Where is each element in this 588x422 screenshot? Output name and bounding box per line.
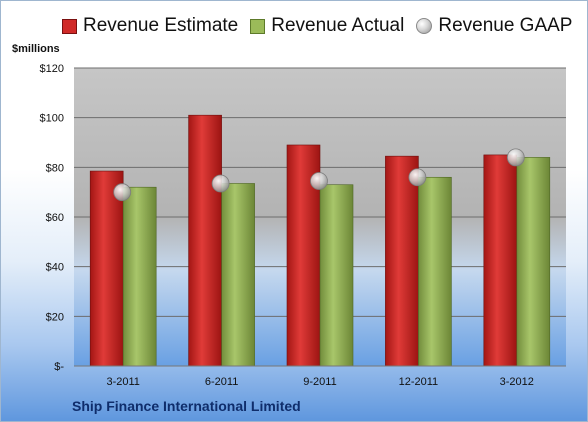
gaap-markers xyxy=(113,148,525,202)
y-tick-label: $- xyxy=(54,361,64,373)
y-tick-label: $120 xyxy=(40,63,64,75)
bar-revenue-actual xyxy=(319,184,354,367)
bar-revenue-actual xyxy=(221,183,255,367)
x-tick-label: 6-2011 xyxy=(205,376,238,388)
legend-swatch-actual xyxy=(250,18,266,34)
legend-swatch-estimate xyxy=(62,18,77,34)
marker-revenue-gaap xyxy=(113,183,132,202)
legend-label-gaap: Revenue GAAP xyxy=(438,15,573,36)
bar-revenue-actual xyxy=(122,186,157,367)
legend: Revenue Estimate Revenue Actual Revenue … xyxy=(62,15,584,37)
y-axis-ticks: $- $20 $40 $60 $80 $100 $120 xyxy=(40,63,65,373)
y-tick-label: $60 xyxy=(46,212,64,224)
x-tick-label: 9-2011 xyxy=(303,376,336,388)
y-tick-label: $80 xyxy=(46,162,64,174)
company-name: Ship Finance International Limited xyxy=(72,398,301,414)
marker-revenue-gaap xyxy=(211,174,230,193)
bars xyxy=(89,114,551,367)
bar-revenue-estimate xyxy=(385,155,419,367)
legend-item-gaap: Revenue GAAP xyxy=(416,15,572,37)
marker-revenue-gaap xyxy=(408,168,427,187)
y-axis-unit-label: $millions xyxy=(12,43,60,55)
x-tick-label: 12-2011 xyxy=(399,376,439,388)
y-tick-label: $40 xyxy=(46,262,64,274)
bar-revenue-estimate xyxy=(483,154,518,367)
x-tick-label: 3-2011 xyxy=(106,376,139,388)
y-tick-label: $20 xyxy=(46,311,64,323)
legend-label-actual: Revenue Actual xyxy=(271,15,405,36)
bar-revenue-actual xyxy=(418,176,452,367)
legend-label-estimate: Revenue Estimate xyxy=(83,15,239,36)
marker-revenue-gaap xyxy=(310,172,328,190)
bar-revenue-actual xyxy=(516,157,551,367)
bar-revenue-estimate xyxy=(188,114,222,367)
bar-revenue-estimate xyxy=(89,170,124,367)
marker-revenue-gaap xyxy=(506,148,525,167)
x-axis-ticks: 3-2011 6-2011 9-2011 12-2011 3-2012 xyxy=(106,376,533,388)
legend-item-estimate: Revenue Estimate xyxy=(62,15,238,37)
legend-swatch-gaap xyxy=(416,18,433,34)
x-tick-label: 3-2012 xyxy=(500,376,534,388)
y-tick-label: $100 xyxy=(40,113,64,125)
legend-item-actual: Revenue Actual xyxy=(250,15,404,37)
